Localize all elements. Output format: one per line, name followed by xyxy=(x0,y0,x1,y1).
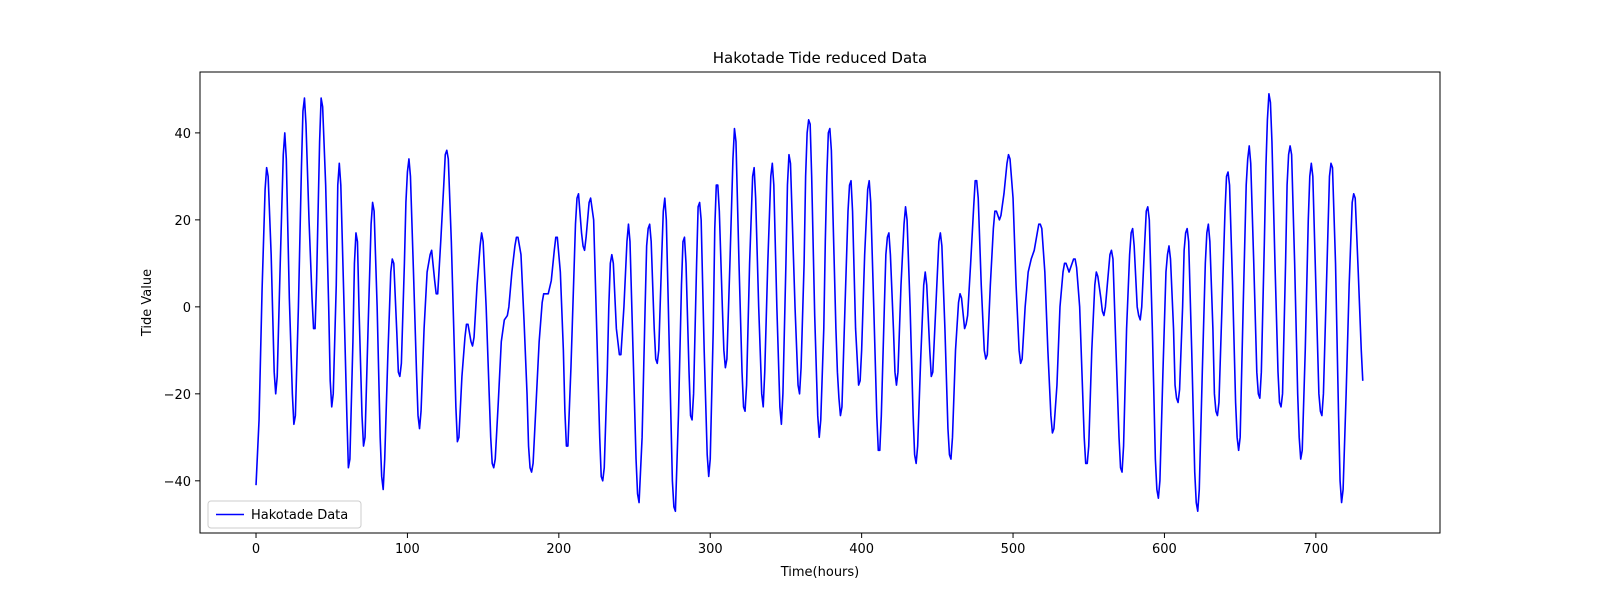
plot-frame xyxy=(199,71,1441,534)
x-axis: 0 100 200 300 400 500 600 700 xyxy=(252,533,1328,557)
x-tick-label: 400 xyxy=(849,542,874,557)
y-tick-label: 0 xyxy=(183,301,191,316)
legend-box xyxy=(207,500,362,529)
x-tick-label: 100 xyxy=(395,542,420,557)
y-axis: −40 −20 0 20 40 xyxy=(164,127,200,490)
x-tick-label: 600 xyxy=(1152,542,1177,557)
x-axis-label: Time(hours) xyxy=(780,565,860,580)
x-tick-label: 200 xyxy=(546,542,571,557)
legend: Hakotade Data xyxy=(207,500,362,529)
y-tick-label: −20 xyxy=(164,388,191,403)
x-tick-label: 500 xyxy=(1001,542,1026,557)
x-tick-label: 700 xyxy=(1303,542,1328,557)
y-tick-label: −40 xyxy=(164,475,191,490)
y-tick-label: 20 xyxy=(174,214,191,229)
x-tick-label: 0 xyxy=(252,542,260,557)
series-line-0 xyxy=(255,92,1364,513)
y-tick-label: 40 xyxy=(174,127,191,142)
legend-label: Hakotade Data xyxy=(251,508,348,523)
plot-area xyxy=(199,71,1441,534)
y-axis-label: Tide Value xyxy=(140,269,155,337)
x-tick-label: 300 xyxy=(698,542,723,557)
chart-title: Hakotade Tide reduced Data xyxy=(713,49,927,67)
